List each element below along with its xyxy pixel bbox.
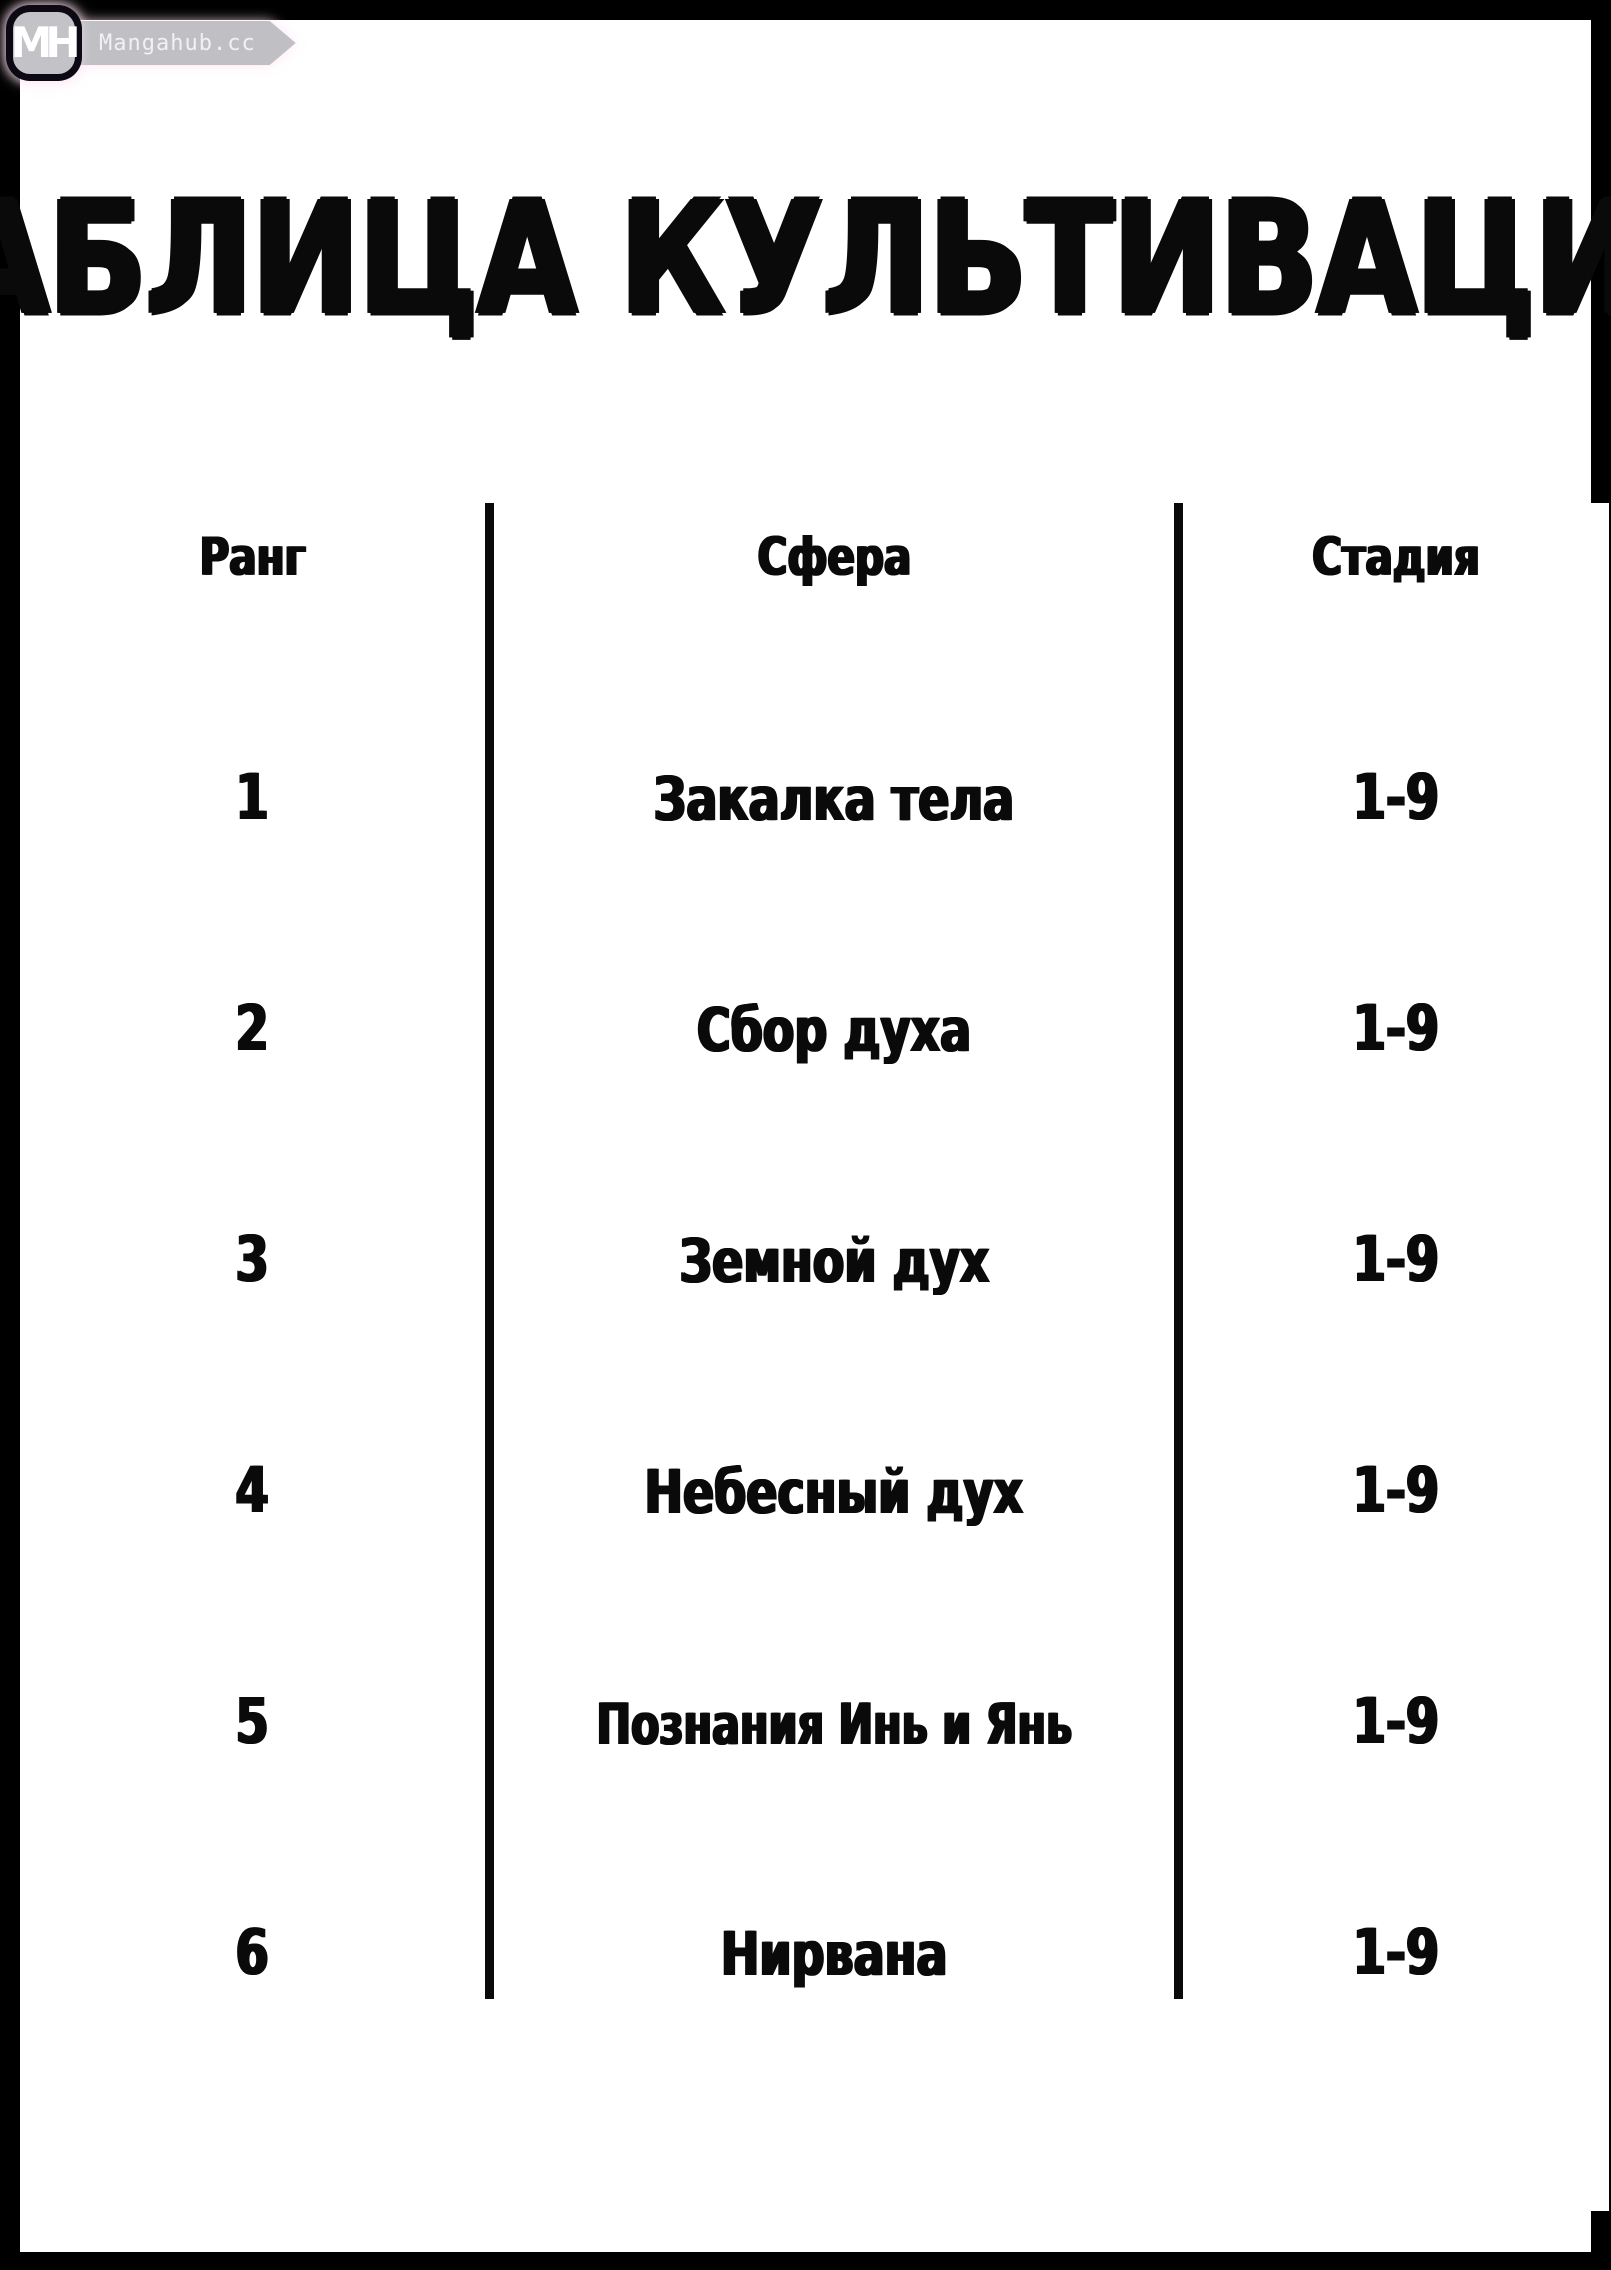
- stage-value: 1-9: [1352, 1916, 1440, 1990]
- cell-rank: 3: [20, 1075, 490, 1306]
- cell-stage: 1-9: [1174, 1768, 1609, 1999]
- header-label-rank: Ранг: [199, 526, 306, 588]
- rank-value: 3: [235, 1223, 270, 1297]
- cell-sphere: Небесный дух: [485, 1306, 1179, 1537]
- sphere-value: Сбор духа: [696, 995, 972, 1066]
- cell-rank: 5: [20, 1537, 490, 1768]
- site-watermark: MH Mangahub.cc: [10, 12, 296, 74]
- title-area: ТАБЛИЦА КУЛЬТИВАЦИИ: [0, 20, 1611, 500]
- sphere-value: Земной дух: [679, 1226, 989, 1297]
- stage-value: 1-9: [1352, 761, 1440, 835]
- sphere-value: Закалка тела: [653, 764, 1015, 835]
- header-cell-rank: Ранг: [20, 503, 490, 613]
- cell-stage: 1-9: [1174, 1075, 1609, 1306]
- cell-sphere: Земной дух: [485, 1075, 1179, 1306]
- rank-value: 1: [235, 761, 270, 835]
- stage-value: 1-9: [1352, 1454, 1440, 1528]
- cell-sphere: Закалка тела: [485, 613, 1179, 844]
- table-row: 1 Закалка тела 1-9: [20, 613, 1609, 844]
- cell-sphere: Познания Инь и Янь: [485, 1537, 1179, 1768]
- cell-rank: 2: [20, 844, 490, 1075]
- rank-value: 6: [235, 1916, 270, 1990]
- cell-sphere: Сбор духа: [485, 844, 1179, 1075]
- page-sheet: MH Mangahub.cc ТАБЛИЦА КУЛЬТИВАЦИИ Ранг …: [0, 12, 1611, 2252]
- watermark-tag: Mangahub.cc: [71, 21, 296, 65]
- page-title: ТАБЛИЦА КУЛЬТИВАЦИИ: [0, 169, 1611, 351]
- header-cell-sphere: Сфера: [485, 503, 1179, 613]
- header-label-stage: Стадия: [1312, 526, 1480, 588]
- table-row: 4 Небесный дух 1-9: [20, 1306, 1609, 1537]
- logo-monogram: MH: [10, 18, 81, 67]
- cell-rank: 1: [20, 613, 490, 844]
- stage-value: 1-9: [1352, 1685, 1440, 1759]
- sphere-value: Нирвана: [720, 1919, 948, 1990]
- sphere-value: Познания Инь и Янь: [596, 1691, 1072, 1759]
- header-cell-stage: Стадия: [1174, 503, 1609, 613]
- table-row: 2 Сбор духа 1-9: [20, 844, 1609, 1075]
- rank-value: 2: [235, 992, 270, 1066]
- cell-rank: 6: [20, 1768, 490, 1999]
- header-label-sphere: Сфера: [757, 526, 911, 588]
- cultivation-table: Ранг Сфера Стадия 1 Закалка тела: [20, 503, 1609, 2211]
- blank-cell: [20, 1999, 1609, 2211]
- table-row: 6 Нирвана 1-9: [20, 1768, 1609, 1999]
- rank-value: 4: [235, 1454, 270, 1528]
- table-header-row: Ранг Сфера Стадия: [20, 503, 1609, 613]
- table-row: 5 Познания Инь и Янь 1-9: [20, 1537, 1609, 1768]
- cell-stage: 1-9: [1174, 1537, 1609, 1768]
- rank-value: 5: [235, 1685, 270, 1759]
- mangahub-logo-icon: MH: [10, 12, 81, 74]
- stage-value: 1-9: [1352, 992, 1440, 1066]
- stage-value: 1-9: [1352, 1223, 1440, 1297]
- cell-sphere: Нирвана: [485, 1768, 1179, 1999]
- cell-stage: 1-9: [1174, 613, 1609, 844]
- cell-stage: 1-9: [1174, 1306, 1609, 1537]
- table-footer-blank-row: [20, 1999, 1609, 2211]
- cell-rank: 4: [20, 1306, 490, 1537]
- table-row: 3 Земной дух 1-9: [20, 1075, 1609, 1306]
- sphere-value: Небесный дух: [644, 1457, 1024, 1528]
- cell-stage: 1-9: [1174, 844, 1609, 1075]
- watermark-site-label: Mangahub.cc: [99, 30, 256, 56]
